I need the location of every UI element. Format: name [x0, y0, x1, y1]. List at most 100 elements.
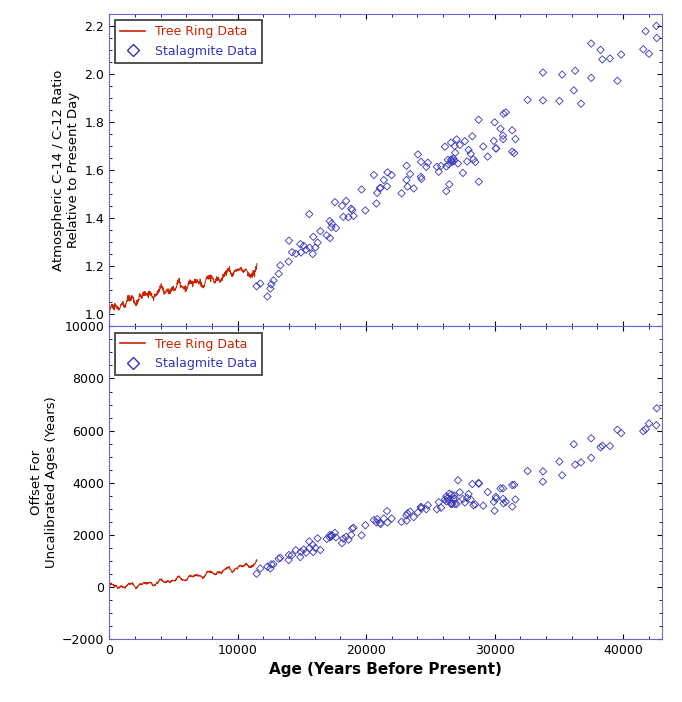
Point — [651, 20, 662, 32]
Point — [569, 65, 580, 77]
Point — [470, 498, 481, 510]
Point — [507, 125, 518, 136]
Point — [449, 155, 460, 166]
Point — [326, 222, 337, 233]
Point — [421, 161, 432, 173]
Point — [321, 534, 332, 545]
Point — [337, 200, 348, 211]
Point — [444, 488, 455, 499]
Point — [501, 496, 512, 508]
Point — [346, 523, 357, 534]
Point — [415, 501, 426, 512]
Point — [478, 141, 489, 152]
Point — [507, 146, 518, 157]
Point — [488, 496, 499, 508]
Point — [441, 496, 452, 507]
Point — [338, 533, 349, 544]
Point — [379, 174, 389, 185]
Point — [348, 522, 359, 534]
Point — [444, 179, 455, 190]
Point — [468, 500, 479, 511]
Point — [537, 95, 548, 106]
Point — [404, 168, 415, 180]
Point — [522, 94, 533, 105]
Point — [308, 231, 318, 242]
Point — [447, 498, 458, 510]
Point — [295, 546, 306, 557]
Point — [468, 154, 479, 165]
Point — [463, 145, 474, 156]
Point — [446, 498, 457, 509]
Point — [265, 283, 276, 294]
Point — [644, 418, 655, 429]
Point — [509, 147, 520, 159]
Point — [498, 130, 509, 141]
Point — [401, 515, 412, 526]
Point — [401, 174, 412, 185]
Point — [473, 176, 484, 187]
Point — [255, 278, 266, 289]
Point — [569, 459, 580, 470]
Point — [409, 183, 419, 194]
Point — [401, 160, 412, 171]
Point — [275, 552, 286, 564]
Point — [325, 232, 336, 244]
Point — [557, 470, 567, 481]
Point — [443, 492, 454, 503]
Point — [507, 479, 518, 491]
Point — [321, 230, 332, 241]
Point — [262, 291, 273, 302]
Point — [356, 184, 367, 195]
Point — [284, 235, 295, 246]
Point — [265, 563, 276, 574]
Point — [326, 218, 337, 229]
Point — [595, 44, 606, 55]
Point — [501, 107, 512, 118]
Point — [491, 493, 502, 504]
Point — [638, 44, 649, 55]
Point — [251, 281, 262, 292]
Point — [432, 503, 443, 515]
Point — [638, 425, 649, 437]
Point — [315, 225, 326, 237]
Point — [298, 544, 309, 555]
Point — [439, 141, 450, 152]
Point — [372, 514, 383, 525]
Point — [498, 108, 509, 119]
Point — [301, 547, 312, 558]
Point — [251, 568, 262, 579]
Point — [436, 160, 447, 171]
Point — [307, 249, 318, 260]
Point — [443, 154, 454, 166]
Point — [386, 513, 397, 524]
Point — [304, 242, 315, 253]
Point — [446, 489, 457, 501]
Point — [312, 533, 323, 544]
Point — [381, 180, 392, 192]
Point — [586, 38, 597, 49]
Point — [368, 169, 379, 180]
Point — [441, 161, 452, 172]
Point — [460, 497, 471, 508]
Point — [507, 501, 518, 512]
Point — [490, 143, 501, 154]
Point — [340, 195, 351, 206]
Point — [375, 182, 386, 193]
Point — [310, 542, 321, 553]
Point — [489, 117, 500, 128]
Point — [286, 550, 297, 561]
Point — [329, 197, 340, 208]
Point — [498, 133, 509, 145]
Point — [460, 135, 471, 147]
Point — [416, 173, 427, 185]
Point — [537, 476, 548, 487]
Point — [340, 531, 351, 543]
Point — [586, 452, 597, 463]
Point — [303, 536, 314, 547]
Point — [343, 534, 354, 545]
Point — [432, 161, 443, 173]
Point — [470, 157, 481, 168]
Point — [413, 149, 424, 160]
Point — [522, 465, 533, 477]
Point — [495, 483, 506, 494]
